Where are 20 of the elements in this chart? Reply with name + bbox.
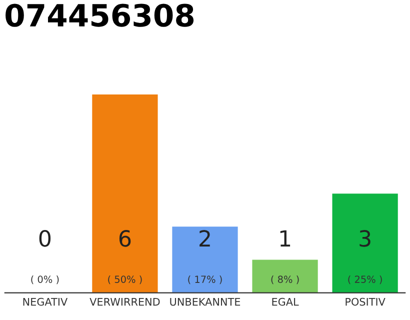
chart-title: 074456308 xyxy=(6,4,194,27)
annotation: ( 0% ) xyxy=(31,275,59,284)
data-label: 2 xyxy=(200,230,210,247)
bar xyxy=(332,194,398,293)
x-tick-label: EGAL xyxy=(272,298,299,306)
bar xyxy=(252,260,318,293)
data-label: 0 xyxy=(39,230,51,247)
annotation: ( 8% ) xyxy=(271,275,299,284)
annotation: ( 25% ) xyxy=(348,275,382,284)
x-tick-label: NEGATIV xyxy=(23,298,68,306)
bar xyxy=(172,226,238,293)
data-label: 1 xyxy=(280,230,290,247)
annotation: ( 17% ) xyxy=(188,275,222,284)
bar xyxy=(92,94,158,293)
x-tick-label: POSITIV xyxy=(346,298,386,306)
data-label: 6 xyxy=(119,230,131,247)
data-label: 3 xyxy=(360,230,370,247)
annotation: ( 50% ) xyxy=(108,275,142,284)
x-tick-label: VERWIRREND xyxy=(90,298,160,306)
x-tick-label: UNBEKANNTE xyxy=(170,298,240,306)
